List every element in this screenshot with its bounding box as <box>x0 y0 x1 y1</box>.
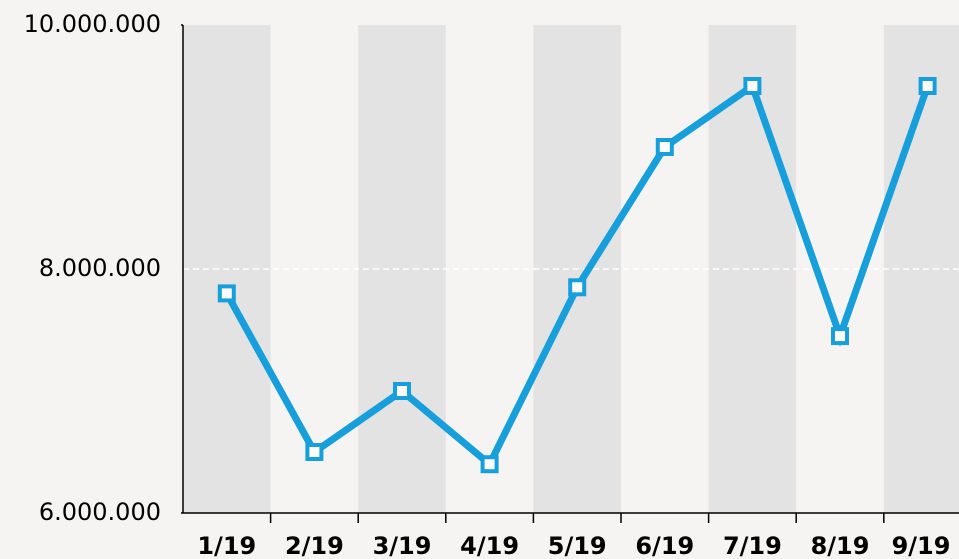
y-tick-label: 10.000.000 <box>24 10 161 38</box>
band <box>358 25 446 513</box>
x-tick-label: 7/19 <box>723 532 782 559</box>
marker <box>217 284 236 303</box>
marker <box>393 382 411 400</box>
y-tick-label: 6.000.000 <box>39 498 161 526</box>
x-tick-label: 9/19 <box>892 532 951 559</box>
marker <box>568 278 587 297</box>
y-tick-label: 8.000.000 <box>39 254 161 282</box>
marker <box>743 77 762 95</box>
x-tick-label: 3/19 <box>373 532 432 559</box>
x-tick-label: 2/19 <box>285 532 344 559</box>
marker <box>305 443 324 461</box>
x-tick-label: 6/19 <box>635 532 694 559</box>
marker <box>480 455 499 474</box>
marker <box>918 77 937 95</box>
x-tick-label: 8/19 <box>811 532 870 559</box>
marker <box>831 327 849 346</box>
marker <box>655 138 674 156</box>
x-tick-label: 1/19 <box>197 532 256 559</box>
x-tick-label: 4/19 <box>460 532 519 559</box>
x-tick-label: 5/19 <box>548 532 607 559</box>
